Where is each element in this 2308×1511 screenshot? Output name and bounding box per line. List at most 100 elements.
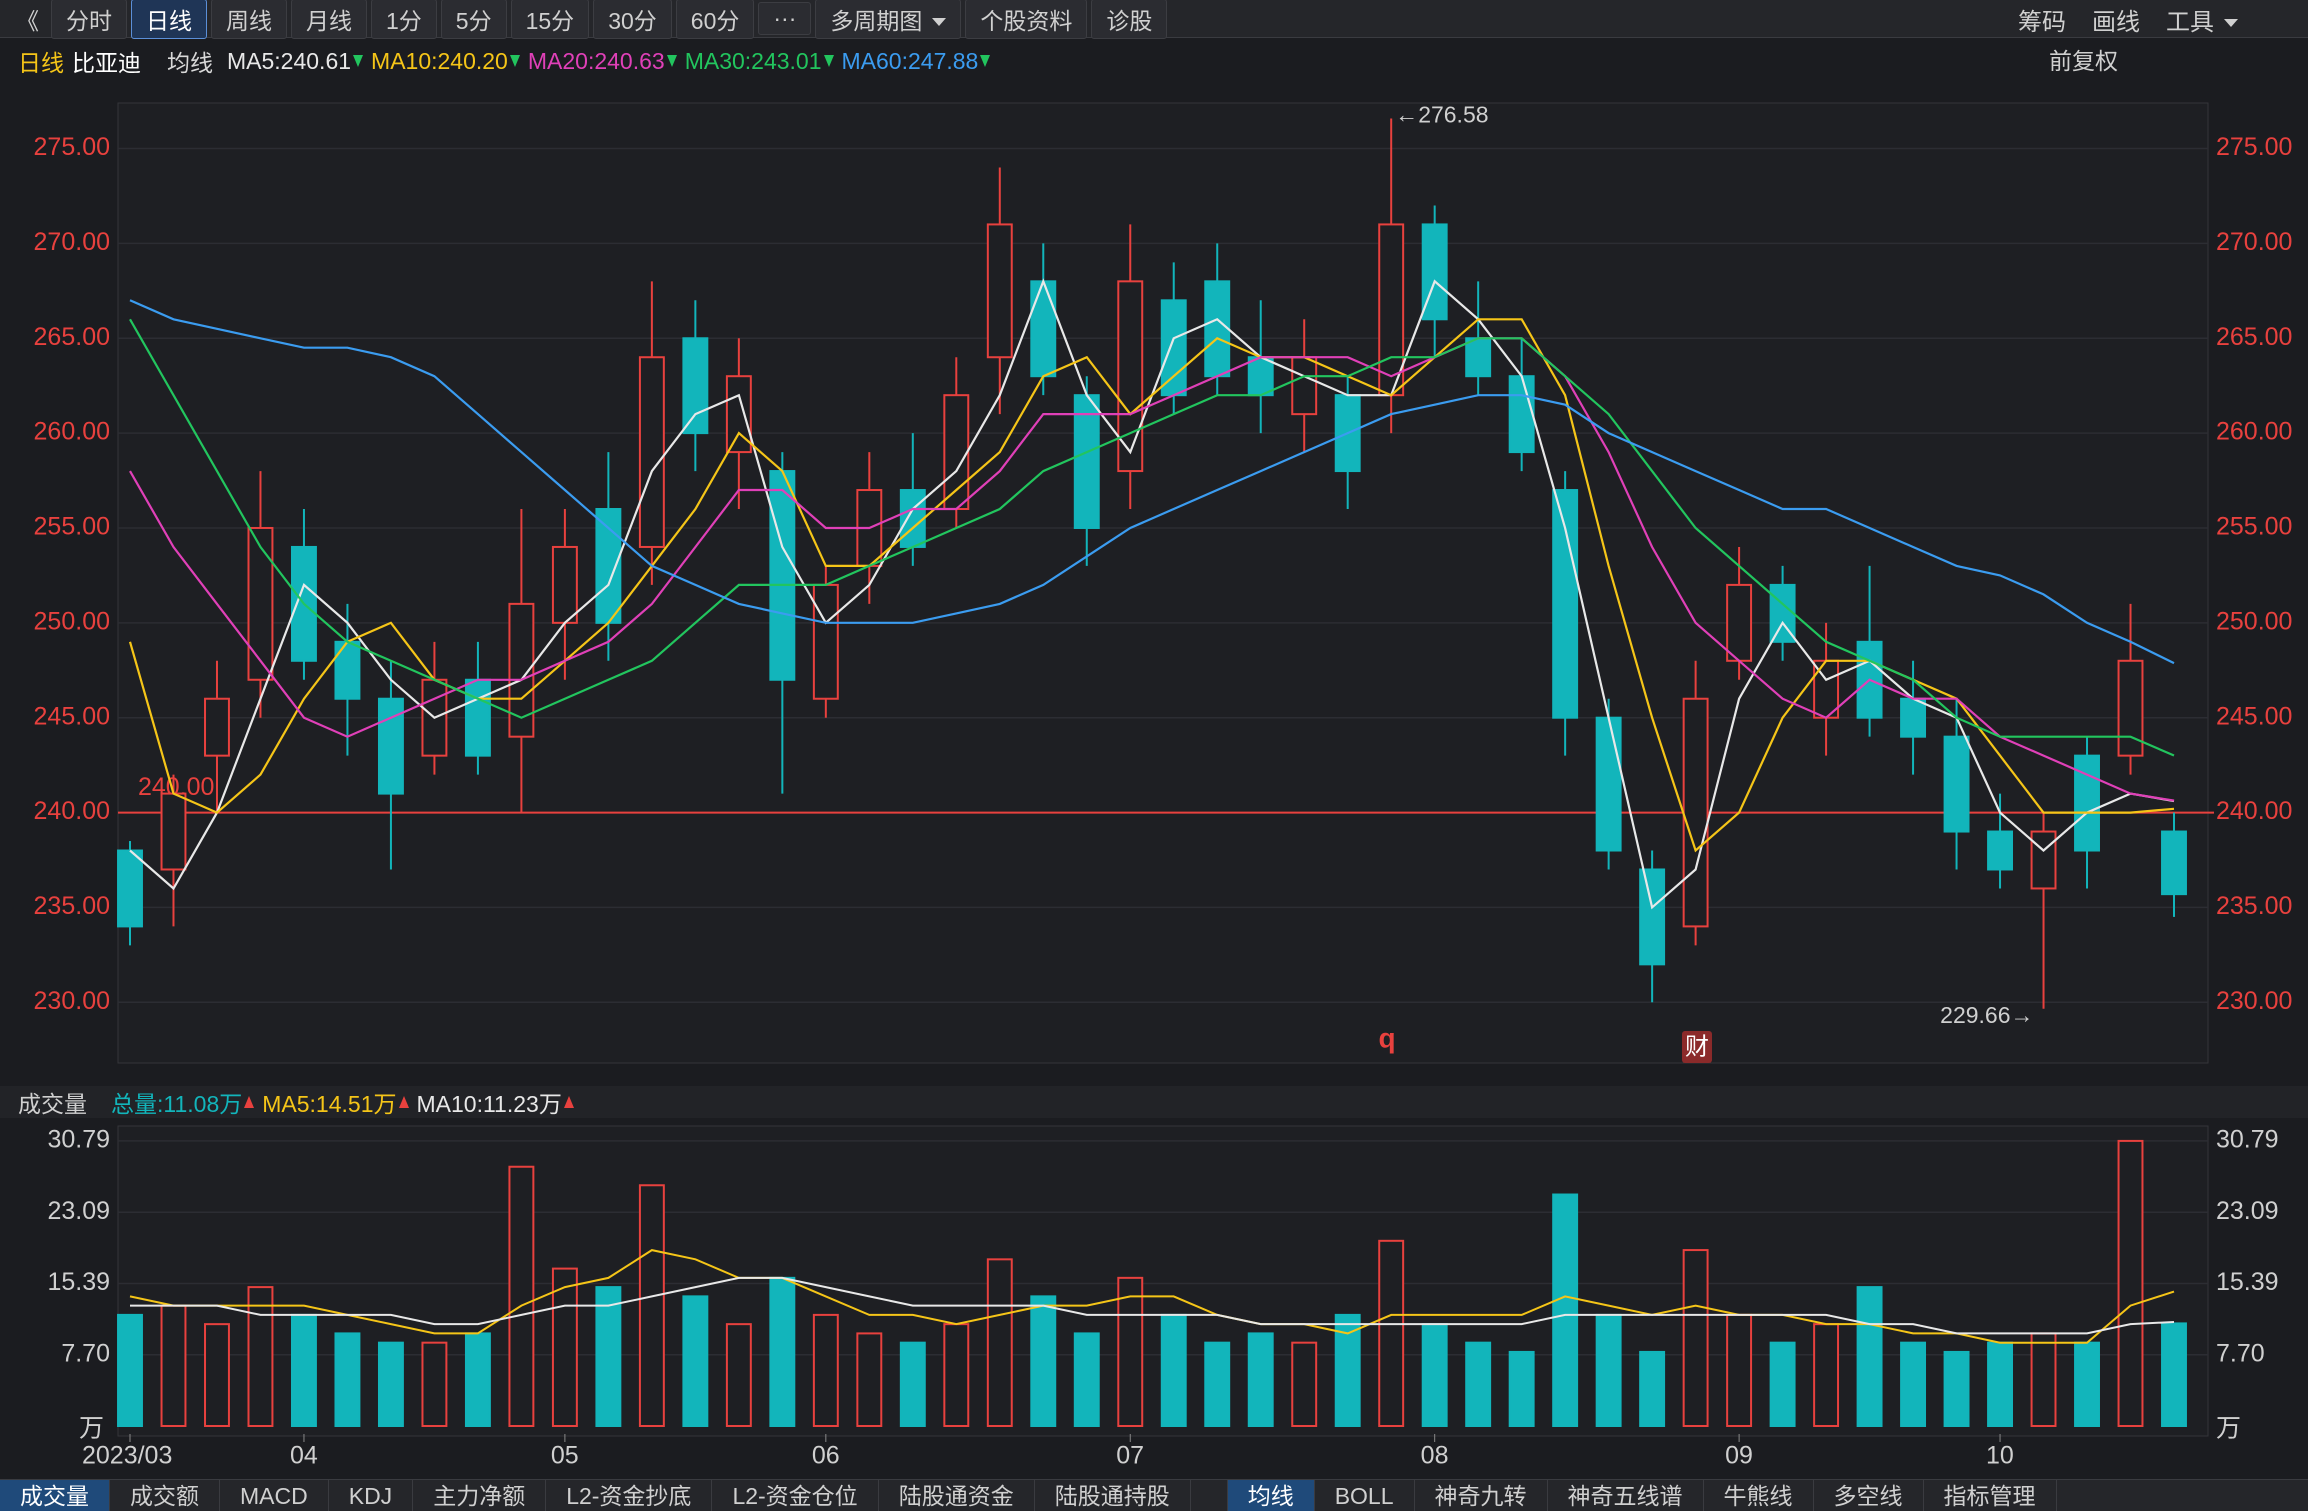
toolbar-button[interactable]: 30分 — [593, 0, 672, 39]
volume-bar — [247, 1286, 274, 1427]
toolbar-button[interactable]: 分时 — [51, 0, 127, 39]
volume-bar — [1639, 1350, 1666, 1427]
toolbar-button[interactable]: 周线 — [211, 0, 287, 39]
event-marker: 财 — [1685, 1033, 1709, 1060]
candle-body — [812, 583, 839, 700]
y2-tick-label: 250.00 — [2216, 607, 2292, 635]
candle-body — [1900, 697, 1927, 738]
candle-body — [1204, 280, 1231, 378]
tab[interactable]: 均线 — [1227, 1479, 1315, 1511]
toolbar-button[interactable]: 日线 — [131, 0, 207, 39]
y2-tick-label: 275.00 — [2216, 133, 2292, 161]
tab[interactable]: 成交量 — [0, 1479, 110, 1511]
y2-tick-label: 23.09 — [2216, 1197, 2279, 1225]
volume-bar — [812, 1313, 839, 1428]
candle-body — [551, 545, 578, 624]
tab[interactable]: KDJ — [329, 1479, 414, 1511]
y2-tick-label: 7.70 — [2216, 1339, 2265, 1367]
candle-body — [1378, 223, 1405, 397]
volume-bar — [1378, 1239, 1405, 1427]
tab[interactable]: 主力净额 — [413, 1479, 547, 1511]
toolbar-button[interactable]: 《 — [16, 7, 39, 34]
volume-bar — [508, 1165, 535, 1427]
candle-body — [204, 697, 230, 757]
toolbar-button[interactable]: 诊股 — [1091, 0, 1168, 39]
up-arrow — [563, 1096, 574, 1108]
toolbar-button[interactable]: 月线 — [291, 0, 367, 39]
toolbar-button[interactable]: 1分 — [371, 0, 437, 39]
candle-body — [508, 602, 535, 738]
tab[interactable]: MACD — [220, 1479, 329, 1511]
ma-line — [129, 337, 2175, 802]
down-arrow — [509, 55, 520, 67]
candle-body — [1291, 356, 1318, 416]
candle-body — [2161, 830, 2187, 896]
candle-body — [943, 394, 970, 511]
volume-bar — [1813, 1323, 1840, 1428]
tab[interactable]: BOLL — [1315, 1479, 1415, 1511]
toolbar-button[interactable]: 筹码 — [2018, 8, 2066, 36]
candle-body — [1117, 280, 1144, 473]
volume-bar — [1465, 1341, 1492, 1427]
tab[interactable]: 成交额 — [110, 1479, 220, 1511]
tab-scroll[interactable] — [1191, 1479, 1228, 1511]
volume-bar — [334, 1332, 361, 1427]
y2-tick-label: 270.00 — [2216, 228, 2292, 256]
y-tick-label: 265.00 — [34, 323, 110, 351]
toolbar-button[interactable]: ··· — [758, 2, 812, 35]
tab[interactable]: L2-资金抄底 — [546, 1479, 713, 1511]
volume-bar — [986, 1258, 1013, 1428]
volume-bar — [1856, 1286, 1883, 1427]
candle-body — [1552, 489, 1579, 719]
volume-bar — [1291, 1341, 1318, 1427]
tab[interactable]: 牛熊线 — [1704, 1479, 1814, 1511]
tab[interactable]: 陆股通持股 — [1035, 1479, 1191, 1511]
volume-bar — [1334, 1313, 1361, 1428]
candle-body — [986, 223, 1013, 359]
y-tick-label: 235.00 — [34, 892, 110, 920]
legend-entry: MA20:240.63 — [527, 47, 665, 74]
x-tick-label: 10 — [1986, 1442, 2014, 1470]
legend-entry: MA30:243.01 — [684, 47, 822, 74]
price-legend: 日线 比亚迪 均线 MA5:240.61 MA10:240.20 MA20:240.63 M… — [0, 44, 2308, 78]
volume-bar — [464, 1332, 491, 1427]
tab[interactable]: 多空线 — [1814, 1479, 1924, 1511]
tab[interactable]: 神奇五线谱 — [1548, 1479, 1704, 1511]
y-tick-label: 245.00 — [34, 702, 110, 730]
toolbar-button[interactable]: 个股资料 — [965, 0, 1088, 39]
y2-tick-label: 265.00 — [2216, 323, 2292, 351]
volume-bar — [638, 1184, 665, 1428]
toolbar-button[interactable]: 60分 — [675, 0, 755, 39]
candle-body — [899, 489, 926, 548]
toolbar-button[interactable]: 画线 — [2092, 8, 2140, 36]
candle-body — [1030, 280, 1057, 378]
adjust-mode[interactable]: 前复权 — [2049, 48, 2118, 74]
candle-body — [682, 337, 709, 435]
toolbar-button[interactable]: 5分 — [440, 0, 507, 39]
volume-bar — [1552, 1193, 1579, 1428]
volume-bar — [1769, 1341, 1796, 1427]
y-tick-label: 7.70 — [61, 1339, 110, 1367]
y2-tick-label: 260.00 — [2216, 418, 2292, 446]
volume-bar — [2117, 1139, 2144, 1427]
y-tick-label: 260.00 — [34, 418, 110, 446]
tab[interactable]: 神奇九转 — [1415, 1479, 1548, 1511]
toolbar-button[interactable]: 工具 — [2166, 2, 2238, 37]
legend-entry: 总量:11.08万 — [111, 1091, 243, 1117]
tab[interactable]: L2-资金仓位 — [712, 1479, 879, 1511]
legend-entry: MA5:14.51万 — [262, 1091, 397, 1117]
toolbar-button[interactable]: 15分 — [510, 0, 590, 39]
down-arrow — [666, 55, 677, 67]
volume-bar — [551, 1267, 578, 1428]
x-tick-label: 09 — [1725, 1442, 1753, 1470]
tab[interactable]: 指标管理 — [1924, 1479, 2057, 1511]
tab[interactable]: 陆股通资金 — [879, 1479, 1035, 1511]
volume-bar — [1900, 1341, 1927, 1427]
volume-bar — [1421, 1323, 1448, 1428]
indicator-tabs: 成交量 成交额 MACD KDJ 主力净额 L2-资金抄底 L2-资金仓位 陆股通资金 陆股通持… — [0, 1479, 2308, 1511]
candle-body — [117, 849, 143, 928]
unit-label: 万 — [2216, 1415, 2241, 1443]
toolbar-button[interactable]: 多周期图 — [815, 0, 962, 39]
